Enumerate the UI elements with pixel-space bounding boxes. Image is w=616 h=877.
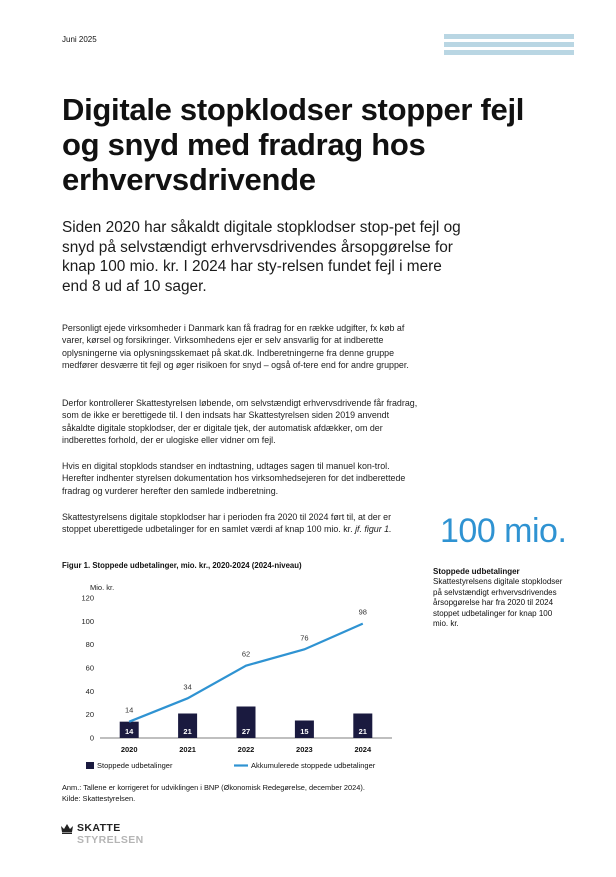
x-tick-label: 2020 — [121, 745, 138, 754]
legend-line-label: Akkumulerede stoppede udbetalinger — [251, 761, 376, 770]
highlight-number: 100 mio. — [440, 512, 567, 550]
x-tick-label: 2024 — [354, 745, 372, 754]
line-value-label: 98 — [359, 608, 367, 617]
legend-bar-label: Stoppede udbetalinger — [97, 761, 173, 770]
x-tick-label: 2021 — [179, 745, 196, 754]
line-value-label: 34 — [183, 682, 191, 691]
accumulated-line — [128, 622, 364, 723]
bar-2024 — [353, 713, 373, 738]
bar-value-label: 27 — [242, 727, 250, 736]
bar-2022 — [236, 706, 256, 738]
logo-line-2: STYRELSEN — [77, 834, 144, 847]
crown-icon — [61, 824, 73, 835]
line-value-label: 76 — [300, 633, 308, 642]
body-paragraph-1: Personligt ejede virksomheder i Danmark … — [62, 323, 409, 371]
line-value-label: 14 — [125, 706, 133, 715]
figure-notes: Anm.: Tallene er korrigeret for udviklin… — [62, 783, 422, 804]
page-title: Digitale stopklodser stopper fejl og sny… — [62, 92, 525, 197]
sidebar-title: Stoppede udbetalinger — [433, 567, 520, 576]
bar-value-label: 14 — [125, 727, 134, 736]
bar-2021 — [178, 713, 198, 738]
figure-title: Figur 1. Stoppede udbetalinger, mio. kr.… — [62, 561, 302, 570]
body-paragraph-2: Derfor kontrollerer Skattestyrelsen løbe… — [62, 398, 418, 446]
y-tick-label: 20 — [86, 710, 94, 719]
y-tick-label: 0 — [90, 734, 94, 743]
publication-date: Juni 2025 — [62, 35, 97, 44]
x-tick-label: 2022 — [238, 745, 255, 754]
legend-bar-swatch — [86, 762, 94, 769]
figure-note: Anm.: Tallene er korrigeret for udviklin… — [62, 783, 365, 792]
bar-value-label: 15 — [300, 727, 308, 736]
y-tick-label: 60 — [86, 664, 94, 673]
y-tick-label: 120 — [81, 594, 94, 603]
bar-2023 — [294, 720, 314, 738]
x-tick-label: 2023 — [296, 745, 313, 754]
body-paragraph-3: Hvis en digital stopklods standser en in… — [62, 461, 406, 496]
skattestyrelsen-logo: SKATTE STYRELSEN — [60, 822, 144, 846]
y-axis-label: Mio. kr. — [90, 583, 114, 592]
y-tick-label: 100 — [81, 617, 94, 626]
bar-2020 — [119, 721, 139, 738]
decorative-stripes — [444, 34, 574, 58]
logo-line-1: SKATTE — [77, 822, 121, 834]
y-tick-label: 40 — [86, 687, 94, 696]
figure-reference: jf. figur 1. — [355, 524, 392, 535]
bar-value-label: 21 — [359, 727, 367, 736]
figure-source: Kilde: Skattestyrelsen. — [62, 793, 136, 803]
bar-line-chart: Mio. kr. 0 20 40 60 80 100 120 14 21 27 15 21 14 34 6… — [81, 583, 392, 770]
body-paragraph-4-text: Skattestyrelsens digitale stopklodser ha… — [62, 512, 392, 535]
body-paragraph-4: Skattestyrelsens digitale stopklodser ha… — [62, 511, 422, 536]
bar-value-label: 21 — [183, 727, 191, 736]
y-tick-label: 80 — [86, 640, 94, 649]
line-value-label: 62 — [242, 650, 250, 659]
sidebar-text: Skattestyrelsens digitale stopklodser på… — [433, 577, 563, 628]
lead-paragraph: Siden 2020 har såkaldt digitale stopklod… — [62, 219, 461, 295]
